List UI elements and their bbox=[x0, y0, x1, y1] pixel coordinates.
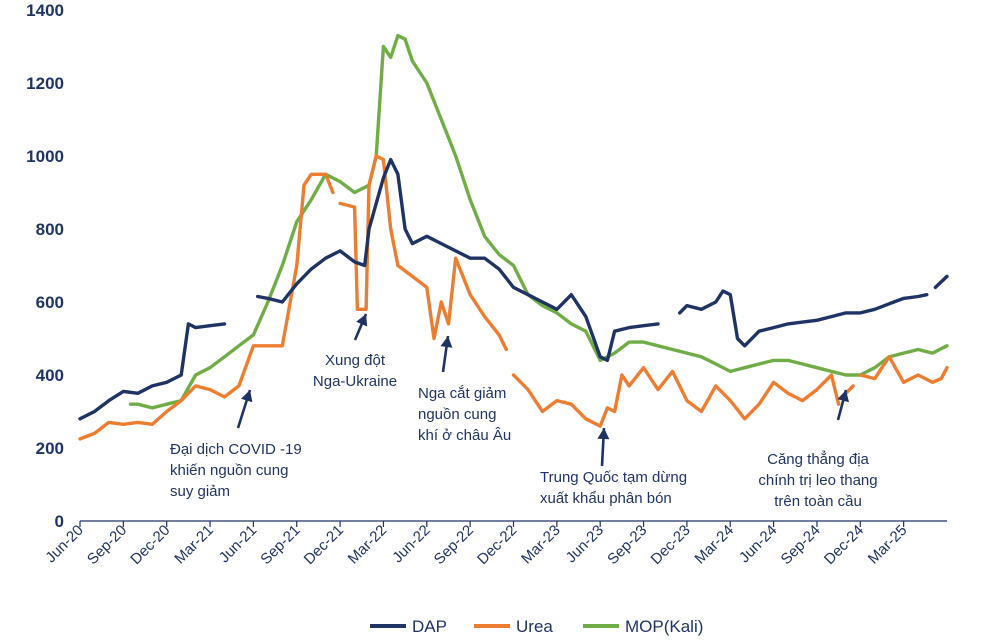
series-line-dap bbox=[933, 274, 949, 290]
annotation-text: nguồn cung bbox=[418, 406, 496, 423]
annotation-text: Xung đột bbox=[325, 352, 386, 369]
x-tick-label: Mar-21 bbox=[171, 522, 217, 568]
y-tick-label: 400 bbox=[36, 366, 64, 385]
x-tick-label: Dec-21 bbox=[301, 522, 347, 568]
x-tick-label: Jun-20 bbox=[42, 522, 86, 566]
y-tick-label: 600 bbox=[36, 293, 64, 312]
y-tick-label: 1000 bbox=[26, 147, 64, 166]
annotation: Trung Quốc tạm dừng xuất khẩu phân bón bbox=[540, 427, 687, 507]
x-tick-label: Dec-24 bbox=[821, 522, 867, 568]
y-axis: 0 200 400 600 800 1000 1200 1400 bbox=[26, 1, 64, 531]
y-tick-label: 1400 bbox=[26, 1, 64, 20]
annotation-text: xuất khẩu phân bón bbox=[540, 490, 672, 507]
arrow-head-icon bbox=[440, 336, 453, 348]
x-tick-label: Jun-21 bbox=[216, 522, 260, 566]
annotation-text: khiến nguồn cung bbox=[170, 462, 288, 479]
legend-item: MOP(Kali) bbox=[583, 617, 703, 636]
series-line-urea bbox=[511, 366, 841, 428]
series-line-urea bbox=[858, 355, 949, 384]
arrow-head-icon bbox=[241, 390, 253, 403]
x-tick-label: Mar-22 bbox=[345, 522, 391, 568]
x-tick-label: Mar-24 bbox=[691, 522, 737, 568]
annotation-text: Nga cắt giảm bbox=[418, 385, 506, 402]
arrow-head-icon bbox=[356, 314, 368, 327]
x-tick-label: Mar-23 bbox=[518, 522, 564, 568]
annotation: Đại dịch COVID -19 khiến nguồn cung suy gi… bbox=[170, 389, 302, 500]
x-tick-label: Mar-25 bbox=[865, 522, 911, 568]
annotation-text: Nga-Ukraine bbox=[313, 373, 397, 390]
x-tick-label: Sep-24 bbox=[778, 522, 824, 568]
arrow-head-icon bbox=[837, 390, 849, 403]
series-line-urea bbox=[78, 172, 335, 441]
series-line-urea bbox=[844, 384, 855, 395]
annotation-text: Căng thẳng địa bbox=[767, 450, 869, 468]
x-tick-label: Dec-23 bbox=[648, 522, 694, 568]
legend: DAP Urea MOP(Kali) bbox=[370, 617, 703, 636]
x-axis: Jun-20Sep-20Dec-20Mar-21Jun-21Sep-21Dec-… bbox=[42, 520, 947, 568]
legend-label: MOP(Kali) bbox=[625, 617, 703, 636]
y-tick-label: 0 bbox=[55, 512, 64, 531]
x-tick-label: Sep-22 bbox=[431, 522, 477, 568]
legend-label: Urea bbox=[516, 617, 553, 636]
series-line-dap bbox=[256, 157, 660, 363]
series-line-dap bbox=[678, 289, 929, 348]
series-lines bbox=[78, 33, 949, 441]
x-tick-label: Dec-20 bbox=[127, 522, 173, 568]
annotation-text: khí ở châu Âu bbox=[418, 427, 511, 444]
annotation: Xung đột Nga-Ukraine bbox=[313, 313, 397, 390]
x-tick-label: Jun-24 bbox=[736, 522, 780, 566]
annotation-text: Trung Quốc tạm dừng bbox=[540, 469, 687, 486]
y-tick-label: 1200 bbox=[26, 74, 64, 93]
x-tick-label: Sep-20 bbox=[84, 522, 130, 568]
x-tick-label: Dec-22 bbox=[474, 522, 520, 568]
legend-item: DAP bbox=[370, 617, 447, 636]
legend-label: DAP bbox=[412, 617, 447, 636]
x-tick-label: Sep-23 bbox=[604, 522, 650, 568]
annotation-text: Đại dịch COVID -19 bbox=[170, 441, 302, 458]
annotation-text: chính trị leo thang bbox=[758, 472, 877, 489]
series-line-dap bbox=[78, 322, 227, 421]
arrow-head-icon bbox=[597, 428, 610, 440]
x-tick-label: Jun-22 bbox=[389, 522, 433, 566]
series-line-urea bbox=[338, 154, 508, 352]
annotation-text: trên toàn cầu bbox=[774, 493, 862, 510]
annotation: Nga cắt giảm nguồn cung khí ở châu Âu bbox=[418, 335, 511, 444]
series-line-mop-kali- bbox=[128, 33, 949, 410]
legend-item: Urea bbox=[474, 617, 553, 636]
y-tick-label: 800 bbox=[36, 220, 64, 239]
x-tick-label: Sep-21 bbox=[257, 522, 303, 568]
y-tick-label: 200 bbox=[36, 439, 64, 458]
annotation: Căng thẳng địa chính trị leo thang trên to… bbox=[758, 389, 878, 510]
annotations: Đại dịch COVID -19 khiến nguồn cung suy gi… bbox=[170, 313, 878, 510]
x-tick-label: Jun-23 bbox=[563, 522, 607, 566]
annotation-text: suy giảm bbox=[170, 483, 230, 500]
